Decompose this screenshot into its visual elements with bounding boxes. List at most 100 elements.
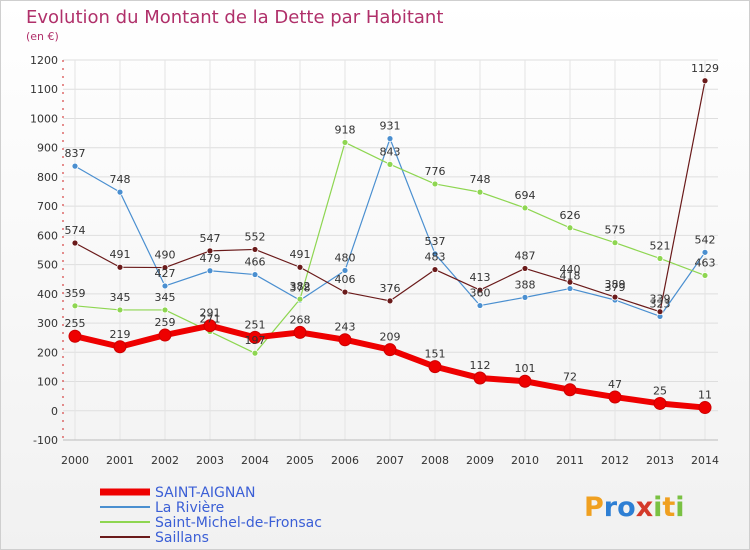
data-label: 255 (65, 317, 86, 330)
y-tick-label: 0 (51, 405, 58, 418)
data-point (701, 77, 709, 85)
data-label: 542 (695, 233, 716, 246)
data-label: 626 (560, 209, 581, 222)
data-label: 483 (425, 251, 446, 264)
data-point (608, 390, 622, 404)
data-point (701, 272, 709, 279)
data-point (476, 188, 484, 196)
x-tick-label: 2014 (691, 454, 719, 467)
data-label: 574 (65, 224, 86, 237)
y-tick-label: 800 (37, 171, 58, 184)
data-label: 339 (650, 293, 671, 306)
legend-label: Saillans (155, 530, 209, 546)
data-label: 101 (515, 362, 536, 375)
y-tick-label: 900 (37, 142, 58, 155)
data-point (476, 286, 484, 294)
legend-label: Saint-Michel-de-Fronsac (155, 515, 322, 531)
data-point (116, 306, 124, 314)
data-label: 259 (155, 316, 176, 329)
data-point (386, 135, 394, 143)
data-label: 291 (200, 307, 221, 320)
y-tick-label: 600 (37, 229, 58, 242)
data-point (566, 278, 574, 286)
data-point (71, 162, 79, 170)
y-tick-label: 300 (37, 317, 58, 330)
data-label: 25 (653, 384, 667, 397)
x-tick-label: 2008 (421, 454, 449, 467)
data-point (383, 343, 397, 357)
data-label: 151 (425, 348, 446, 361)
data-point (203, 319, 217, 333)
series-layer (68, 77, 712, 415)
data-point (431, 266, 439, 273)
data-label: 413 (470, 271, 491, 284)
data-label: 843 (380, 145, 401, 158)
chart-subtitle: (en €) (26, 30, 59, 43)
data-label: 918 (335, 123, 356, 136)
data-label: 251 (245, 318, 266, 331)
data-label: 491 (290, 248, 311, 261)
data-label: 406 (335, 273, 356, 286)
data-point (251, 271, 259, 278)
data-label: 376 (380, 282, 401, 295)
data-point (71, 302, 79, 310)
data-label: 776 (425, 165, 446, 178)
data-point (158, 328, 172, 342)
data-label: 748 (470, 173, 491, 186)
x-tick-label: 2009 (466, 454, 494, 467)
data-label: 209 (380, 331, 401, 344)
data-point (251, 246, 259, 253)
data-label: 243 (335, 321, 356, 334)
x-tick-label: 2002 (151, 454, 179, 467)
axis-layer: -100 0 100 200 300 400 500 600 700 800 900 1000 1100… (30, 54, 719, 467)
x-tick-label: 2003 (196, 454, 224, 467)
data-point (656, 255, 664, 262)
data-label: 219 (110, 328, 131, 341)
legend-label: SAINT-AIGNAN (155, 485, 255, 501)
y-tick-label: 700 (37, 200, 58, 213)
data-label: 487 (515, 249, 536, 262)
data-point (251, 349, 259, 357)
data-label: 345 (155, 291, 176, 304)
data-point (386, 297, 394, 305)
data-label: 552 (245, 230, 266, 243)
y-tick-label: -100 (33, 434, 58, 447)
data-point (248, 330, 262, 344)
x-tick-label: 2013 (646, 454, 674, 467)
data-label: 480 (335, 251, 356, 264)
x-tick-label: 2005 (286, 454, 314, 467)
data-label: 72 (563, 371, 577, 384)
y-tick-label: 200 (37, 346, 58, 359)
data-point (701, 248, 709, 256)
data-point (386, 160, 394, 168)
y-tick-label: 100 (37, 376, 58, 389)
svg-text:Proxiti: Proxiti (584, 492, 685, 523)
data-label: 359 (65, 287, 86, 300)
x-tick-label: 2006 (331, 454, 359, 467)
y-tick-label: 400 (37, 288, 58, 301)
data-label: 694 (515, 189, 536, 202)
data-label: 345 (110, 291, 131, 304)
y-tick-label: 1100 (30, 83, 58, 96)
data-label: 379 (605, 281, 626, 294)
x-tick-label: 2000 (61, 454, 89, 467)
data-point (521, 204, 529, 212)
data-label: 837 (65, 147, 86, 160)
data-point (611, 239, 619, 247)
y-tick-label: 500 (37, 259, 58, 272)
data-label: 11 (698, 389, 712, 402)
data-label: 378 (290, 281, 311, 294)
data-point (611, 293, 619, 301)
data-label: 1129 (691, 62, 719, 75)
data-point (566, 285, 574, 292)
data-point (68, 329, 82, 343)
data-label: 323 (650, 297, 671, 310)
data-point (431, 180, 439, 188)
x-tick-label: 2001 (106, 454, 134, 467)
data-point (161, 282, 169, 290)
